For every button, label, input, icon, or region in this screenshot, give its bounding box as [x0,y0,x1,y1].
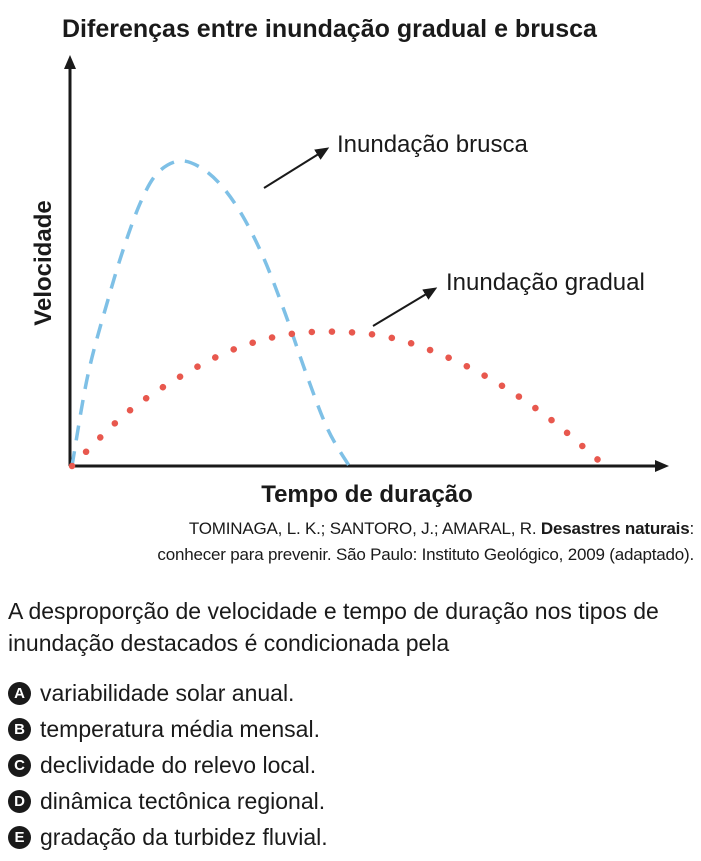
y-axis-label: Velocidade [30,200,57,325]
source-citation-line1: TOMINAGA, L. K.; SANTORO, J.; AMARAL, R.… [188,519,694,538]
series-gradual-line [68,328,609,470]
option-c-text: declividade do relevo local. [40,751,317,778]
gradual-annotation-label: Inundação gradual [446,269,645,296]
source-book-title: Desastres naturais [540,519,690,538]
option-b-badge: B [8,717,31,741]
option-c-badge: C [8,753,31,777]
series-brusca-line [70,159,351,467]
option-e-badge: E [8,825,31,849]
option-d[interactable]: D dinâmica tectônica regional. [8,783,328,819]
option-b-text: temperatura média mensal. [40,715,320,742]
brusca-annotation-arrow [263,147,330,189]
option-a-text: variabilidade solar anual. [40,679,295,706]
chart-title: Diferenças entre inundação gradual e bru… [62,15,598,43]
option-e[interactable]: E gradação da turbidez fluvial. [8,819,328,855]
flood-chart: Diferenças entre inundação gradual e bru… [30,15,669,508]
option-a[interactable]: A variabilidade solar anual. [8,675,328,711]
question-text: A desproporção de velocidade e tempo de … [8,598,659,656]
source-citation-line2: conhecer para prevenir. São Paulo: Insti… [157,545,694,564]
option-d-text: dinâmica tectônica regional. [40,787,326,814]
option-a-badge: A [8,681,31,705]
option-e-text: gradação da turbidez fluvial. [40,823,328,850]
x-axis-label: Tempo de duração [261,481,473,508]
answer-options: A variabilidade solar anual. B temperatu… [8,675,328,855]
option-b[interactable]: B temperatura média mensal. [8,711,328,747]
option-c[interactable]: C declividade do relevo local. [8,747,328,783]
gradual-annotation-arrow [372,287,438,327]
option-d-badge: D [8,789,31,813]
brusca-annotation-label: Inundação brusca [337,131,528,158]
